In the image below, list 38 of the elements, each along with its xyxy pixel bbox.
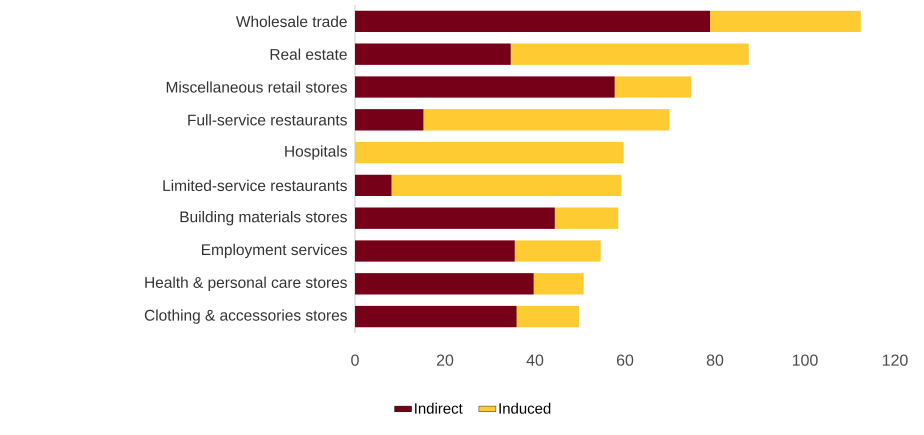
y-tick-label: Wholesale trade [236, 16, 347, 28]
bar [355, 10, 710, 32]
bar [710, 10, 861, 32]
bar [355, 44, 511, 65]
y-tick-label: Miscellaneous retail stores [166, 81, 347, 93]
bar [510, 44, 749, 65]
bar [534, 273, 584, 294]
y-tick-label: Full-service restaurants [188, 114, 347, 126]
x-tick-label: 0 [351, 354, 359, 366]
y-tick-label: Building materials stores [180, 210, 347, 226]
bar [355, 76, 615, 98]
bar [355, 109, 424, 130]
y-tick-label: Clothing & accessories stores [144, 309, 347, 324]
bar [355, 174, 392, 196]
bar [355, 306, 517, 328]
x-tick-label: 80 [706, 354, 724, 366]
bar [391, 174, 622, 196]
x-tick-label: 60 [616, 354, 634, 366]
bar [516, 306, 580, 328]
legend-label: Indirect [415, 402, 463, 414]
bar [554, 208, 618, 229]
legend-label: Induced [499, 402, 550, 414]
y-tick-label: Health & personal care stores [145, 276, 347, 291]
y-tick-label: Employment services [202, 244, 347, 258]
bar [355, 273, 534, 294]
bar [355, 142, 624, 164]
bar [355, 208, 555, 229]
y-tick-label: Real estate [270, 48, 347, 60]
bar [355, 240, 515, 262]
x-tick-label: 100 [792, 354, 818, 366]
bar [614, 76, 692, 98]
x-tick-label: 20 [436, 354, 454, 366]
x-tick-label: 40 [526, 354, 544, 366]
y-tick-label: Limited-service restaurants [163, 180, 347, 192]
y-tick-label: Hospitals [285, 145, 347, 160]
x-tick-label: 120 [882, 354, 908, 366]
bar [423, 109, 670, 130]
bar [514, 240, 601, 262]
